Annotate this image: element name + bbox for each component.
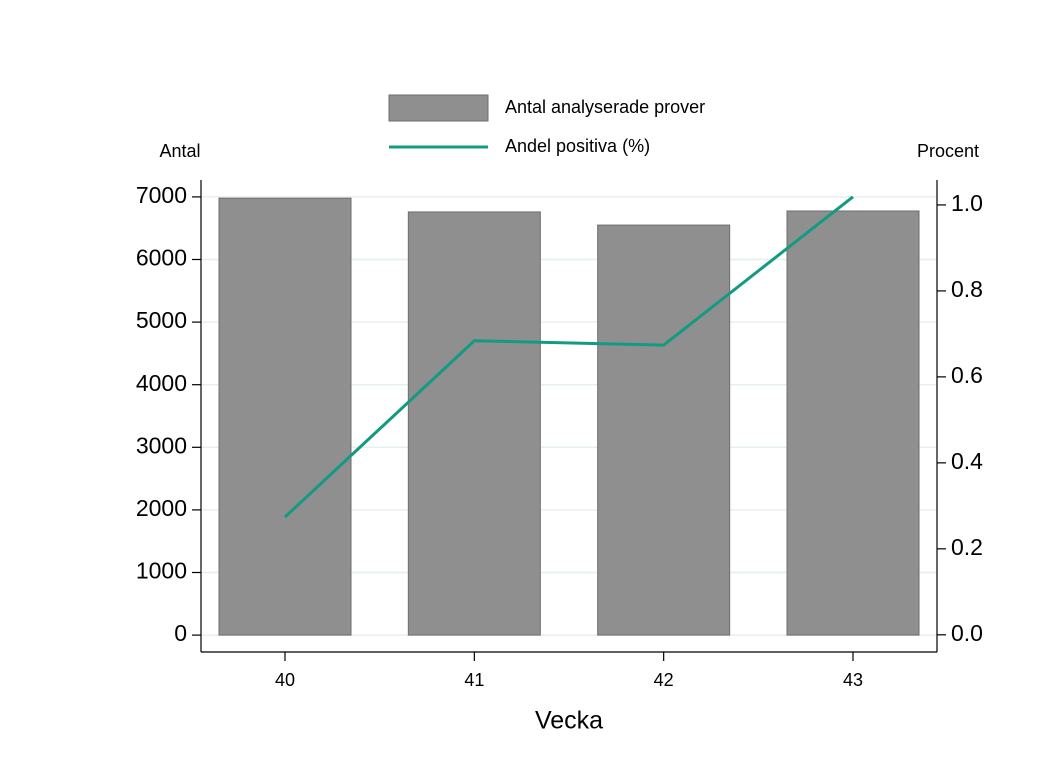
y2-tick-label: 0.0 xyxy=(951,620,983,646)
x-tick-label: 40 xyxy=(275,670,295,690)
y-tick-label: 1000 xyxy=(136,558,187,584)
line xyxy=(283,195,854,519)
y-tick-label: 2000 xyxy=(136,495,187,521)
x-tick-label: 42 xyxy=(654,670,674,690)
y-tick-label: 5000 xyxy=(136,307,187,333)
y2-tick-label: 0.2 xyxy=(951,534,983,560)
y2-tick-label: 1.0 xyxy=(951,190,983,216)
y-axis-title: Antal xyxy=(159,141,200,161)
y-tick-label: 0 xyxy=(174,620,187,646)
bar xyxy=(786,210,920,636)
bar xyxy=(597,224,731,636)
y-tick-label: 4000 xyxy=(136,370,187,396)
x-tick-label: 41 xyxy=(464,670,484,690)
x-axis-title: Vecka xyxy=(535,707,603,735)
y-tick-label: 6000 xyxy=(136,245,187,271)
x-tick-label: 43 xyxy=(843,670,863,690)
y2-tick-label: 0.4 xyxy=(951,448,983,474)
y2-axis-title: Procent xyxy=(917,141,979,161)
legend-swatch xyxy=(388,94,489,122)
bar xyxy=(218,197,352,636)
legend-label: Antal analyserade prover xyxy=(505,97,705,117)
y2-tick-label: 0.6 xyxy=(951,362,983,388)
bar xyxy=(407,211,541,636)
y-tick-label: 7000 xyxy=(136,182,187,208)
legend-label: Andel positiva (%) xyxy=(505,136,650,156)
y-tick-label: 3000 xyxy=(136,432,187,458)
y2-tick-label: 0.8 xyxy=(951,276,983,302)
